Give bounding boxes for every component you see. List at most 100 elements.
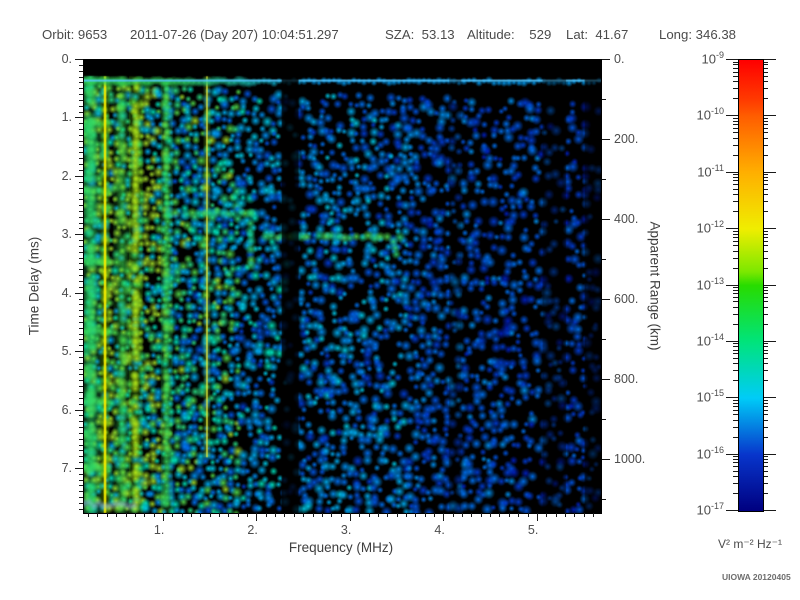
- tick-mark: [434, 513, 436, 517]
- tick-mark: [79, 76, 83, 78]
- tick-mark: [79, 485, 83, 487]
- tick-mark: [733, 267, 738, 269]
- tick-mark: [79, 432, 83, 434]
- tick-mark: [228, 513, 230, 517]
- tick-mark: [79, 397, 83, 399]
- y-tick-label: 2.: [61, 168, 72, 183]
- tick-mark: [602, 339, 606, 340]
- tick-mark: [340, 513, 342, 517]
- tick-mark: [79, 462, 83, 464]
- tick-mark: [763, 470, 768, 472]
- tick-mark: [733, 402, 738, 404]
- tick-mark: [763, 380, 768, 382]
- tick-mark: [79, 456, 83, 458]
- tick-mark: [144, 513, 146, 517]
- x-tick-label: 5.: [527, 523, 539, 537]
- tick-mark: [79, 158, 83, 160]
- tick-mark: [733, 380, 738, 382]
- tick-mark: [763, 201, 768, 203]
- tick-mark: [79, 164, 83, 166]
- tick-mark: [75, 467, 83, 469]
- tick-mark: [763, 483, 768, 485]
- tick-mark: [763, 353, 768, 355]
- range-tick-label: 800.: [614, 372, 639, 386]
- header-altitude: Altitude: 529: [467, 27, 552, 42]
- tick-mark: [564, 513, 566, 517]
- tick-mark: [97, 513, 99, 517]
- y-tick-label: 5.: [61, 344, 72, 359]
- tick-mark: [733, 67, 738, 69]
- tick-mark: [763, 426, 768, 428]
- tick-mark: [602, 139, 610, 140]
- credit-text: UIOWA 20120405: [722, 572, 791, 582]
- tick-mark: [79, 105, 83, 107]
- tick-mark: [377, 513, 379, 517]
- tick-mark: [733, 470, 738, 472]
- tick-mark: [763, 267, 768, 269]
- tick-mark: [75, 292, 83, 294]
- tick-mark: [518, 513, 520, 517]
- tick-mark: [763, 349, 768, 351]
- tick-mark: [763, 397, 776, 399]
- tick-mark: [75, 351, 83, 353]
- colorbar-tick-label: 10-16: [696, 444, 724, 461]
- tick-mark: [79, 497, 83, 499]
- tick-mark: [79, 199, 83, 201]
- tick-mark: [763, 414, 768, 416]
- tick-mark: [733, 363, 738, 365]
- tick-mark: [763, 132, 768, 134]
- tick-mark: [79, 210, 83, 212]
- tick-mark: [190, 513, 192, 517]
- tick-mark: [733, 71, 738, 73]
- tick-mark: [763, 81, 768, 83]
- tick-mark: [733, 459, 738, 461]
- tick-mark: [79, 327, 83, 329]
- tick-mark: [79, 251, 83, 253]
- tick-mark: [733, 245, 738, 247]
- tick-mark: [733, 370, 738, 372]
- tick-mark: [79, 386, 83, 388]
- tick-mark: [763, 98, 768, 100]
- tick-mark: [763, 456, 768, 458]
- tick-mark: [733, 98, 738, 100]
- tick-mark: [763, 75, 768, 77]
- tick-mark: [733, 120, 738, 122]
- y-tick-label: 1.: [61, 110, 72, 125]
- tick-mark: [265, 513, 267, 517]
- tick-mark: [284, 513, 286, 517]
- tick-mark: [293, 513, 295, 517]
- tick-mark: [79, 111, 83, 113]
- tick-mark: [733, 306, 738, 308]
- tick-mark: [763, 419, 768, 421]
- tick-mark: [79, 123, 83, 125]
- y-tick-label: 6.: [61, 402, 72, 417]
- tick-mark: [733, 188, 738, 190]
- range-tick-label: 200.: [614, 132, 639, 146]
- y-tick-label: 0.: [61, 52, 72, 66]
- tick-mark: [726, 510, 738, 511]
- tick-mark: [79, 193, 83, 195]
- colorbar-tick-label: 10-17: [696, 501, 724, 518]
- tick-mark: [79, 473, 83, 475]
- tick-mark: [733, 233, 738, 235]
- tick-mark: [763, 459, 768, 461]
- y-tick-label: 4.: [61, 285, 72, 300]
- colorbar-tick-label: 10-12: [696, 219, 724, 236]
- x-tick-label: 4.: [434, 523, 445, 537]
- tick-mark: [79, 228, 83, 230]
- y-tick-label: 3.: [61, 227, 72, 242]
- tick-mark: [733, 293, 738, 295]
- tick-mark: [79, 392, 83, 393]
- tick-mark: [79, 82, 83, 84]
- tick-mark: [499, 513, 501, 517]
- tick-mark: [763, 137, 768, 139]
- tick-mark: [490, 513, 492, 517]
- tick-mark: [75, 234, 83, 236]
- tick-mark: [79, 205, 83, 207]
- tick-mark: [79, 356, 83, 358]
- tick-mark: [312, 513, 314, 517]
- tick-mark: [763, 120, 768, 122]
- tick-mark: [79, 64, 83, 66]
- tick-mark: [79, 403, 83, 405]
